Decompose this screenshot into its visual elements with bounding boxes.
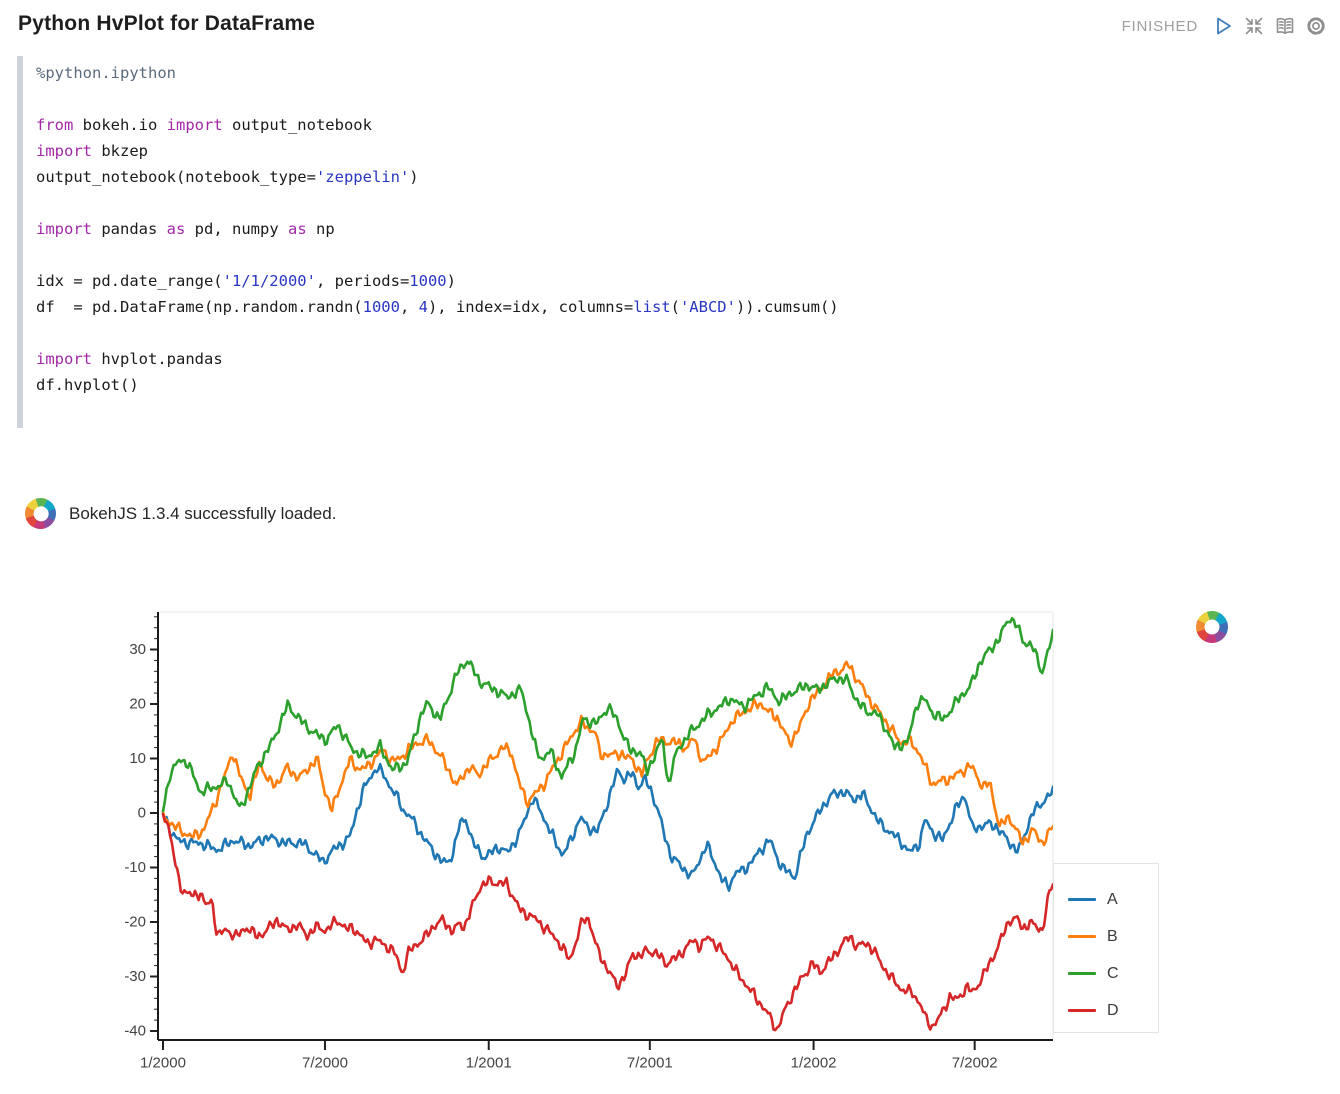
legend-swatch <box>1068 1009 1096 1012</box>
shrink-icon[interactable] <box>1242 14 1266 38</box>
legend-item-A: A <box>1054 881 1158 918</box>
code-line[interactable]: df = pd.DataFrame(np.random.randn(1000, … <box>36 298 839 316</box>
svg-text:30: 30 <box>129 641 146 658</box>
svg-text:7/2001: 7/2001 <box>627 1055 673 1072</box>
svg-text:-20: -20 <box>124 914 146 931</box>
code-line[interactable] <box>36 86 1217 112</box>
series-line-A <box>161 762 1053 892</box>
series-line-C <box>161 616 1053 813</box>
svg-text:1/2000: 1/2000 <box>140 1055 186 1072</box>
code-content[interactable]: %python.ipython from bokeh.io import out… <box>36 60 1217 398</box>
code-line[interactable]: import bkzep <box>36 142 148 160</box>
code-line[interactable]: idx = pd.date_range('1/1/2000', periods=… <box>36 272 456 290</box>
code-line[interactable]: import pandas as pd, numpy as np <box>36 220 335 238</box>
svg-text:7/2000: 7/2000 <box>302 1055 348 1072</box>
bokehjs-loaded-row: BokehJS 1.3.4 successfully loaded. <box>20 493 337 534</box>
code-line[interactable]: import hvplot.pandas <box>36 350 223 368</box>
code-line[interactable] <box>36 242 1217 268</box>
legend-item-C: C <box>1054 955 1158 992</box>
legend-label: A <box>1107 890 1118 908</box>
run-icon[interactable] <box>1211 14 1235 38</box>
svg-text:1/2001: 1/2001 <box>466 1055 512 1072</box>
chart-legend: A B C D <box>1053 863 1159 1033</box>
legend-swatch <box>1068 972 1096 975</box>
book-icon[interactable] <box>1273 14 1297 38</box>
code-line[interactable] <box>36 190 1217 216</box>
svg-text:0: 0 <box>138 805 146 822</box>
paragraph-controls: FINISHED <box>1122 14 1328 38</box>
bokeh-toolbar <box>1186 600 1246 960</box>
status-badge: FINISHED <box>1121 17 1198 35</box>
code-line[interactable]: output_notebook(notebook_type='zeppelin'… <box>36 168 419 186</box>
legend-label: C <box>1107 964 1119 982</box>
bokeh-logo-icon[interactable] <box>1191 606 1233 648</box>
paragraph-header: Python HvPlot for DataFrame FINISHED <box>18 12 1328 46</box>
legend-item-D: D <box>1054 992 1158 1029</box>
svg-text:-40: -40 <box>124 1023 146 1040</box>
chart-plot-area[interactable]: 30 20 10 0 -10 -20 -30 -40 1/2000 7/2000 1/2001 7/2… <box>120 600 1180 1094</box>
svg-text:7/2002: 7/2002 <box>952 1055 998 1072</box>
code-line[interactable]: df.hvplot() <box>36 376 139 394</box>
series-line-B <box>161 660 1053 847</box>
series-line-D <box>161 812 1053 1032</box>
code-line[interactable]: from bokeh.io import output_notebook <box>36 116 372 134</box>
svg-text:-10: -10 <box>124 859 146 876</box>
svg-text:1/2002: 1/2002 <box>791 1055 837 1072</box>
code-editor[interactable]: %python.ipython from bokeh.io import out… <box>17 56 1217 428</box>
legend-swatch <box>1068 935 1096 938</box>
line-chart: 30 20 10 0 -10 -20 -30 -40 1/2000 7/2000 1/2001 7/2… <box>0 600 1340 1094</box>
legend-swatch <box>1068 898 1096 901</box>
svg-text:-30: -30 <box>124 968 146 985</box>
svg-text:20: 20 <box>129 696 146 713</box>
legend-label: B <box>1107 927 1118 945</box>
legend-item-B: B <box>1054 918 1158 955</box>
gear-icon[interactable] <box>1304 14 1328 38</box>
bokehjs-loaded-message: BokehJS 1.3.4 successfully loaded. <box>69 503 337 523</box>
bokehjs-logo-icon <box>20 493 61 534</box>
svg-text:10: 10 <box>129 750 146 767</box>
code-line[interactable]: %python.ipython <box>36 64 176 82</box>
code-line[interactable] <box>36 320 1217 346</box>
page-title: Python HvPlot for DataFrame <box>18 12 316 35</box>
legend-label: D <box>1107 1001 1119 1019</box>
